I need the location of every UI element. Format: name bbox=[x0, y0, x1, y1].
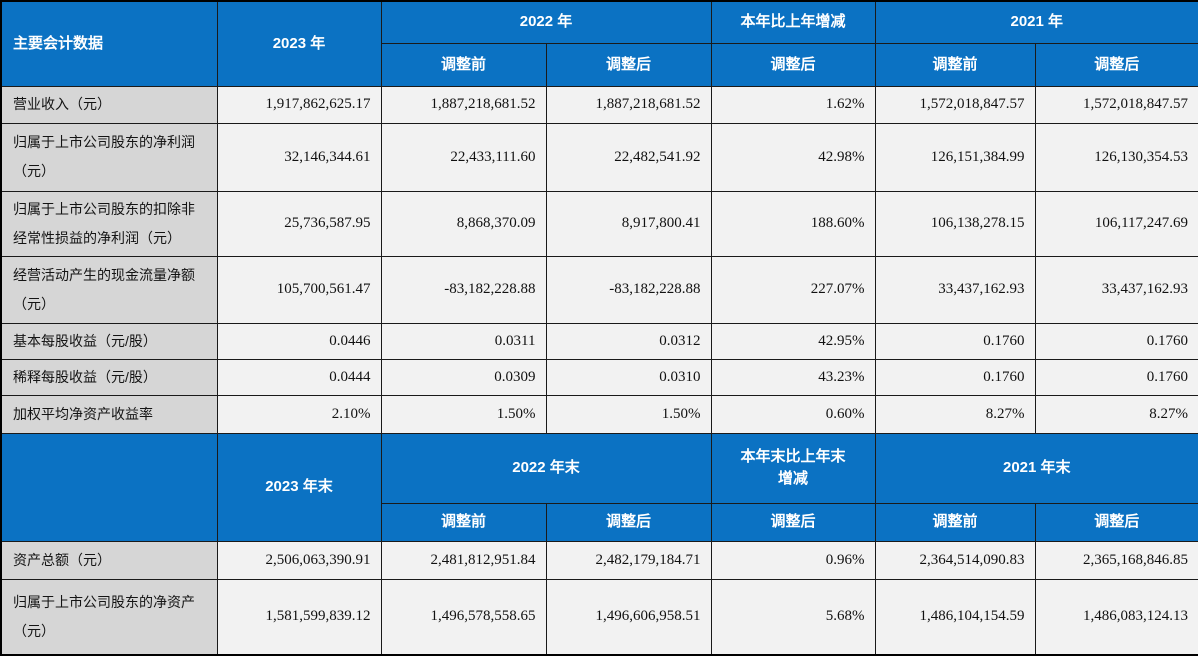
value-2022-after: 1,496,606,958.51 bbox=[545, 578, 712, 656]
subheader-2022-before: 调整前 bbox=[380, 42, 547, 87]
value-2021-before: 0.1760 bbox=[874, 358, 1036, 396]
row-label: 经营活动产生的现金流量净额（元） bbox=[0, 255, 218, 324]
table-row: 加权平均净资产收益率 2.10% 1.50% 1.50% 0.60% 8.27%… bbox=[0, 394, 1198, 434]
value-change: 0.96% bbox=[710, 540, 876, 580]
table-row: 经营活动产生的现金流量净额（元） 105,700,561.47 -83,182,… bbox=[0, 255, 1198, 324]
subheader-2022-before: 调整前 bbox=[380, 502, 547, 542]
value-change: 0.60% bbox=[710, 394, 876, 434]
row-label: 加权平均净资产收益率 bbox=[0, 394, 218, 434]
value-2021-before: 106,138,278.15 bbox=[874, 190, 1036, 257]
value-2021-before: 0.1760 bbox=[874, 322, 1036, 360]
value-2022-after: 1.50% bbox=[545, 394, 712, 434]
value-2022-after: 1,887,218,681.52 bbox=[545, 85, 712, 124]
section1-header-adjust-row: 调整前 调整后 调整后 调整前 调整后 bbox=[1, 42, 1198, 87]
value-change: 42.95% bbox=[710, 322, 876, 360]
row-label: 稀释每股收益（元/股） bbox=[0, 358, 218, 396]
col-header-2022-end: 2022 年末 bbox=[380, 432, 712, 504]
value-2022-before: 0.0309 bbox=[380, 358, 547, 396]
value-2021-before: 1,572,018,847.57 bbox=[874, 85, 1036, 124]
section2-header-adjust-row: 调整前 调整后 调整后 调整前 调整后 bbox=[1, 502, 1198, 542]
value-2023: 1,917,862,625.17 bbox=[216, 85, 382, 124]
value-2021-before: 126,151,384.99 bbox=[874, 122, 1036, 192]
value-2021-before: 8.27% bbox=[874, 394, 1036, 434]
value-2022-after: 0.0310 bbox=[545, 358, 712, 396]
subheader-2022-after: 调整后 bbox=[545, 502, 712, 542]
value-2023: 2,506,063,390.91 bbox=[216, 540, 382, 580]
table-row: 资产总额（元） 2,506,063,390.91 2,481,812,951.8… bbox=[0, 540, 1198, 580]
subheader-change-after: 调整后 bbox=[710, 502, 876, 542]
value-2021-after: 33,437,162.93 bbox=[1034, 255, 1198, 324]
corner-title: 主要会计数据 bbox=[0, 0, 218, 87]
corner-blank bbox=[0, 432, 218, 542]
value-2021-before: 33,437,162.93 bbox=[874, 255, 1036, 324]
col-header-2023: 2023 年 bbox=[216, 0, 382, 87]
table-row: 归属于上市公司股东的净利润（元） 32,146,344.61 22,433,11… bbox=[0, 122, 1198, 192]
row-label: 归属于上市公司股东的净利润（元） bbox=[0, 122, 218, 192]
subheader-2021-after: 调整后 bbox=[1034, 42, 1198, 87]
section1-header-year-row: 主要会计数据 2023 年 2022 年 本年比上年增减 2021 年 bbox=[0, 0, 1198, 87]
value-change: 227.07% bbox=[710, 255, 876, 324]
col-header-yoy-change: 本年比上年增减 bbox=[710, 0, 876, 44]
table-row: 营业收入（元） 1,917,862,625.17 1,887,218,681.5… bbox=[0, 85, 1198, 124]
value-2023: 105,700,561.47 bbox=[216, 255, 382, 324]
value-2023: 2.10% bbox=[216, 394, 382, 434]
value-2021-after: 2,365,168,846.85 bbox=[1034, 540, 1198, 580]
value-2021-after: 1,572,018,847.57 bbox=[1034, 85, 1198, 124]
value-2022-after: -83,182,228.88 bbox=[545, 255, 712, 324]
value-2022-after: 8,917,800.41 bbox=[545, 190, 712, 257]
value-2023: 0.0444 bbox=[216, 358, 382, 396]
value-2021-after: 0.1760 bbox=[1034, 322, 1198, 360]
subheader-2021-before: 调整前 bbox=[874, 502, 1036, 542]
value-2022-after: 2,482,179,184.71 bbox=[545, 540, 712, 580]
value-2021-before: 1,486,104,154.59 bbox=[874, 578, 1036, 656]
table-row: 归属于上市公司股东的扣除非经常性损益的净利润（元） 25,736,587.95 … bbox=[0, 190, 1198, 257]
section2-header-year-row: 2023 年末 2022 年末 本年末比上年末增减 2021 年末 bbox=[0, 432, 1198, 542]
value-2021-after: 106,117,247.69 bbox=[1034, 190, 1198, 257]
value-2021-before: 2,364,514,090.83 bbox=[874, 540, 1036, 580]
row-label: 营业收入（元） bbox=[0, 85, 218, 124]
subheader-2022-after: 调整后 bbox=[545, 42, 712, 87]
table-row: 基本每股收益（元/股） 0.0446 0.0311 0.0312 42.95% … bbox=[0, 322, 1198, 360]
value-2023: 1,581,599,839.12 bbox=[216, 578, 382, 656]
value-2023: 32,146,344.61 bbox=[216, 122, 382, 192]
value-2022-before: 8,868,370.09 bbox=[380, 190, 547, 257]
col-header-2022: 2022 年 bbox=[380, 0, 712, 44]
table-row: 归属于上市公司股东的净资产（元） 1,581,599,839.12 1,496,… bbox=[0, 578, 1198, 656]
subheader-change-after: 调整后 bbox=[710, 42, 876, 87]
col-header-2021: 2021 年 bbox=[874, 0, 1198, 44]
value-change: 43.23% bbox=[710, 358, 876, 396]
row-label: 归属于上市公司股东的扣除非经常性损益的净利润（元） bbox=[0, 190, 218, 257]
col-header-2023-end: 2023 年末 bbox=[216, 432, 382, 542]
col-header-yearend-change: 本年末比上年末增减 bbox=[710, 432, 876, 504]
col-header-2021-end: 2021 年末 bbox=[874, 432, 1198, 504]
table-row: 稀释每股收益（元/股） 0.0444 0.0309 0.0310 43.23% … bbox=[0, 358, 1198, 396]
value-2021-after: 126,130,354.53 bbox=[1034, 122, 1198, 192]
value-2023: 0.0446 bbox=[216, 322, 382, 360]
value-change: 188.60% bbox=[710, 190, 876, 257]
value-change: 5.68% bbox=[710, 578, 876, 656]
value-2023: 25,736,587.95 bbox=[216, 190, 382, 257]
value-2022-before: 1.50% bbox=[380, 394, 547, 434]
row-label: 基本每股收益（元/股） bbox=[0, 322, 218, 360]
value-2021-after: 1,486,083,124.13 bbox=[1034, 578, 1198, 656]
value-2022-before: 2,481,812,951.84 bbox=[380, 540, 547, 580]
value-change: 1.62% bbox=[710, 85, 876, 124]
value-2022-after: 0.0312 bbox=[545, 322, 712, 360]
subheader-2021-after: 调整后 bbox=[1034, 502, 1198, 542]
value-2021-after: 0.1760 bbox=[1034, 358, 1198, 396]
value-2022-after: 22,482,541.92 bbox=[545, 122, 712, 192]
value-2022-before: 0.0311 bbox=[380, 322, 547, 360]
value-2022-before: 1,496,578,558.65 bbox=[380, 578, 547, 656]
row-label: 归属于上市公司股东的净资产（元） bbox=[0, 578, 218, 656]
value-2022-before: 1,887,218,681.52 bbox=[380, 85, 547, 124]
value-2021-after: 8.27% bbox=[1034, 394, 1198, 434]
value-change: 42.98% bbox=[710, 122, 876, 192]
row-label: 资产总额（元） bbox=[0, 540, 218, 580]
subheader-2021-before: 调整前 bbox=[874, 42, 1036, 87]
value-2022-before: -83,182,228.88 bbox=[380, 255, 547, 324]
value-2022-before: 22,433,111.60 bbox=[380, 122, 547, 192]
